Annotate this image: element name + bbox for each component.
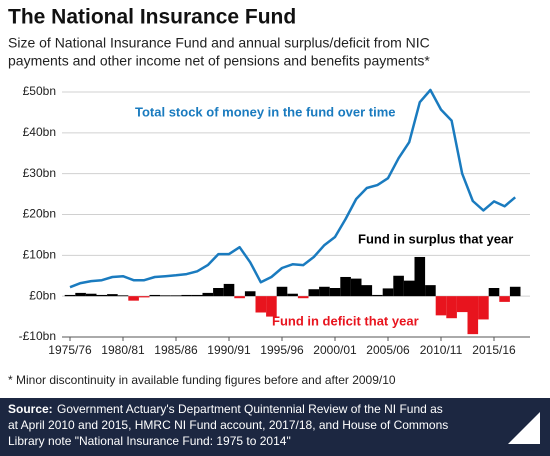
bar bbox=[266, 296, 277, 317]
y-tick-label: £0bn bbox=[29, 288, 56, 302]
bar bbox=[414, 256, 426, 297]
bar bbox=[350, 278, 362, 297]
bar bbox=[319, 286, 330, 297]
annotation: Fund in deficit that year bbox=[272, 313, 419, 328]
bar bbox=[64, 294, 76, 297]
y-tick-label: £10bn bbox=[23, 248, 56, 262]
logo-mark bbox=[508, 412, 540, 444]
x-tick-label: 2015/16 bbox=[472, 343, 516, 357]
bar bbox=[117, 295, 129, 297]
source-box bbox=[0, 398, 550, 456]
bar bbox=[107, 294, 118, 297]
x-tick-label: 2010/11 bbox=[420, 343, 463, 357]
bar bbox=[85, 293, 97, 297]
logo: Full Fact bbox=[505, 444, 538, 453]
bar bbox=[234, 296, 245, 299]
bar bbox=[191, 294, 203, 297]
bar bbox=[160, 295, 171, 297]
bar bbox=[425, 285, 436, 297]
y-tick-label: £30bn bbox=[23, 166, 56, 180]
source-text: at April 2010 and 2015, HMRC NI Fund acc… bbox=[8, 418, 448, 432]
bar bbox=[403, 280, 415, 297]
y-tick-label: £50bn bbox=[23, 84, 56, 98]
bar bbox=[308, 289, 320, 297]
bar bbox=[297, 296, 309, 299]
bar bbox=[329, 288, 341, 297]
x-tick-label: 1980/81 bbox=[101, 343, 145, 357]
bar bbox=[287, 293, 298, 297]
bar bbox=[244, 291, 256, 297]
bar bbox=[213, 288, 224, 297]
bar bbox=[361, 285, 373, 297]
bar bbox=[499, 296, 510, 302]
bar bbox=[276, 286, 288, 297]
bar bbox=[446, 296, 457, 319]
bar bbox=[340, 276, 351, 297]
x-tick-label: 2000/01 bbox=[313, 343, 357, 357]
x-tick-label: 1995/96 bbox=[260, 343, 304, 357]
source-text: Library note "National Insurance Fund: 1… bbox=[8, 434, 291, 448]
bar bbox=[202, 292, 214, 297]
bar bbox=[509, 286, 521, 297]
source-text: Government Actuary's Department Quintenn… bbox=[57, 402, 443, 416]
bar bbox=[128, 296, 139, 301]
x-tick-label: 1990/91 bbox=[207, 343, 251, 357]
line bbox=[69, 88, 517, 289]
bar bbox=[382, 288, 394, 297]
y-tick-label: £20bn bbox=[23, 207, 56, 221]
x-tick-label: 1975/76 bbox=[48, 343, 92, 357]
bar bbox=[181, 294, 192, 297]
bar bbox=[96, 294, 108, 297]
bar bbox=[435, 296, 447, 316]
line-label: Total stock of money in the fund over ti… bbox=[135, 104, 396, 119]
subtitle: Size of National Insurance Fund and annu… bbox=[8, 35, 430, 51]
source-label: Source: bbox=[8, 402, 53, 416]
footnote: * Minor discontinuity in available fundi… bbox=[8, 373, 396, 387]
y-tick-label: -£10bn bbox=[19, 329, 56, 343]
bar bbox=[255, 296, 267, 313]
subtitle: payments and other income net of pension… bbox=[8, 53, 430, 69]
bar bbox=[372, 294, 383, 297]
bar bbox=[456, 296, 468, 313]
bar bbox=[170, 295, 182, 297]
bar bbox=[75, 292, 86, 297]
bar bbox=[138, 296, 150, 298]
bar bbox=[467, 296, 479, 335]
bar bbox=[393, 275, 404, 297]
annotation: Fund in surplus that year bbox=[358, 231, 513, 246]
bar bbox=[488, 288, 500, 297]
bar bbox=[223, 283, 235, 297]
x-tick-label: 1985/86 bbox=[154, 343, 198, 357]
x-tick-label: 2005/06 bbox=[366, 343, 410, 357]
title: The National Insurance Fund bbox=[8, 6, 296, 29]
bar bbox=[149, 294, 161, 297]
bar bbox=[478, 296, 489, 320]
y-tick-label: £40bn bbox=[23, 125, 56, 139]
